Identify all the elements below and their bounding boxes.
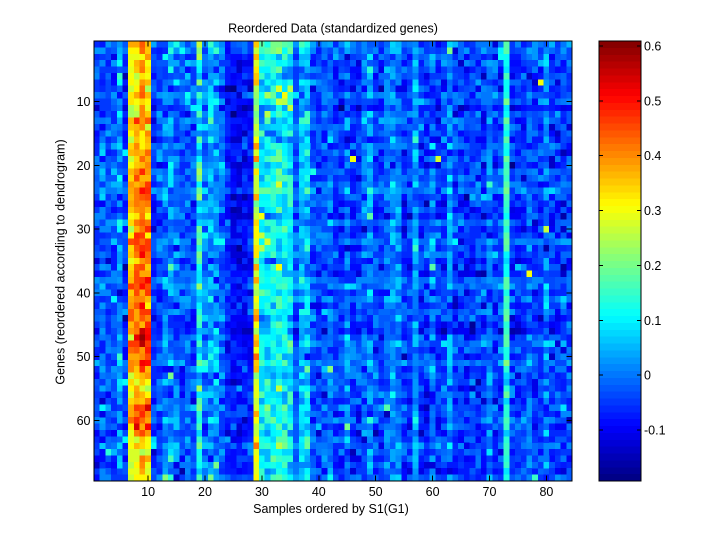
- svg-text:0: 0: [644, 369, 651, 383]
- svg-text:0.3: 0.3: [644, 204, 661, 218]
- svg-text:Reordered Data (standardized g: Reordered Data (standardized genes): [228, 22, 438, 36]
- svg-text:0.5: 0.5: [644, 94, 661, 108]
- svg-text:50: 50: [369, 485, 383, 499]
- svg-text:0.2: 0.2: [644, 259, 661, 273]
- svg-text:30: 30: [77, 223, 91, 237]
- svg-text:10: 10: [141, 485, 155, 499]
- svg-text:50: 50: [77, 350, 91, 364]
- svg-text:20: 20: [198, 485, 212, 499]
- svg-text:Genes (reordered according to: Genes (reordered according to dendrogram…: [54, 139, 68, 384]
- svg-text:60: 60: [77, 414, 91, 428]
- svg-text:60: 60: [426, 485, 440, 499]
- svg-text:Samples ordered by S1(G1): Samples ordered by S1(G1): [253, 502, 409, 516]
- svg-text:0.4: 0.4: [644, 149, 661, 163]
- svg-text:20: 20: [77, 159, 91, 173]
- svg-text:30: 30: [255, 485, 269, 499]
- svg-text:40: 40: [77, 286, 91, 300]
- svg-text:0.1: 0.1: [644, 314, 661, 328]
- svg-text:80: 80: [539, 485, 553, 499]
- svg-text:0.6: 0.6: [644, 39, 661, 53]
- svg-text:10: 10: [77, 95, 91, 109]
- svg-text:70: 70: [483, 485, 497, 499]
- svg-text:-0.1: -0.1: [644, 424, 666, 438]
- svg-text:40: 40: [312, 485, 326, 499]
